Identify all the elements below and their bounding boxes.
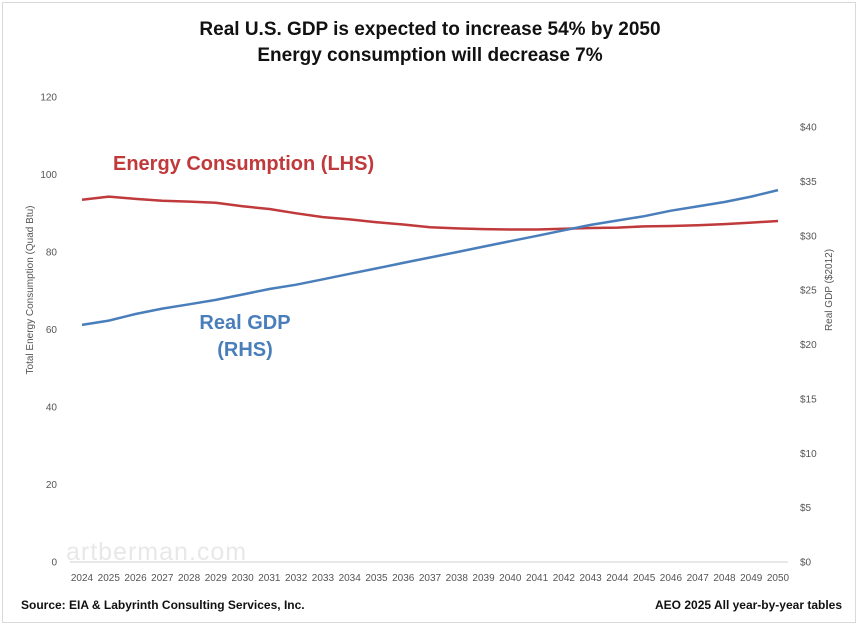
x-axis-ticks: 2024 2025 2026 2027 2028 2029 2030 2031 2032 2033… [71, 573, 790, 584]
x-tick-label: 2027 [151, 573, 174, 584]
watermark: artberman.com [66, 538, 247, 566]
right-tick-label: $15 [800, 394, 817, 405]
left-tick-label: 80 [46, 248, 58, 259]
x-tick-label: 2025 [98, 573, 121, 584]
x-tick-label: 2034 [339, 573, 362, 584]
x-tick-label: 2039 [472, 573, 495, 584]
left-tick-label: 20 [46, 480, 58, 491]
x-tick-label: 2041 [526, 573, 549, 584]
left-tick-label: 0 [51, 558, 57, 569]
x-tick-label: 2042 [553, 573, 576, 584]
x-tick-label: 2040 [499, 573, 522, 584]
energy-series-label: Energy Consumption (LHS) [113, 153, 374, 175]
gdp-series-label: Real GDP [199, 312, 290, 334]
right-tick-label: $25 [800, 286, 817, 297]
right-tick-label: $20 [800, 340, 817, 351]
x-tick-label: 2028 [178, 573, 201, 584]
right-axis-ticks: $0 $5 $10 $15 $20 $25 $30 $35 $40 [800, 123, 817, 569]
right-tick-label: $5 [800, 503, 812, 514]
x-tick-label: 2033 [312, 573, 335, 584]
x-tick-label: 2024 [71, 573, 94, 584]
x-tick-label: 2046 [660, 573, 683, 584]
x-tick-label: 2030 [231, 573, 254, 584]
right-axis-title: Real GDP ($2012) [824, 249, 835, 331]
gdp-series-label-unit: (RHS) [217, 339, 273, 361]
energy-consumption-line [81, 195, 779, 231]
x-tick-label: 2047 [687, 573, 710, 584]
source-note: Source: EIA & Labyrinth Consulting Servi… [21, 598, 305, 612]
x-tick-label: 2026 [124, 573, 147, 584]
left-axis-ticks: 0 20 40 60 80 100 120 [40, 93, 57, 569]
right-tick-label: $30 [800, 231, 817, 242]
x-tick-label: 2038 [446, 573, 469, 584]
left-tick-label: 60 [46, 325, 58, 336]
x-tick-label: 2045 [633, 573, 656, 584]
x-tick-label: 2049 [740, 573, 763, 584]
x-tick-label: 2044 [606, 573, 629, 584]
x-tick-label: 2031 [258, 573, 281, 584]
x-tick-label: 2048 [713, 573, 736, 584]
x-tick-label: 2032 [285, 573, 308, 584]
left-tick-label: 100 [40, 170, 57, 181]
right-tick-label: $35 [800, 177, 817, 188]
chart-subtitle: Energy consumption will decrease 7% [257, 45, 603, 66]
x-tick-label: 2036 [392, 573, 415, 584]
x-tick-label: 2043 [579, 573, 602, 584]
x-tick-label: 2037 [419, 573, 442, 584]
x-tick-label: 2050 [767, 573, 790, 584]
left-tick-label: 40 [46, 403, 58, 414]
right-tick-label: $40 [800, 123, 817, 134]
left-axis-title: Total Energy Consumption (Quad Btu) [25, 206, 36, 375]
x-tick-label: 2035 [365, 573, 388, 584]
left-tick-label: 120 [40, 93, 57, 104]
chart-title: Real U.S. GDP is expected to increase 54… [199, 19, 661, 40]
data-table-note: AEO 2025 All year-by-year tables [655, 598, 842, 612]
right-tick-label: $0 [800, 558, 812, 569]
real-gdp-line [81, 188, 779, 327]
x-tick-label: 2029 [205, 573, 228, 584]
right-tick-label: $10 [800, 449, 817, 460]
